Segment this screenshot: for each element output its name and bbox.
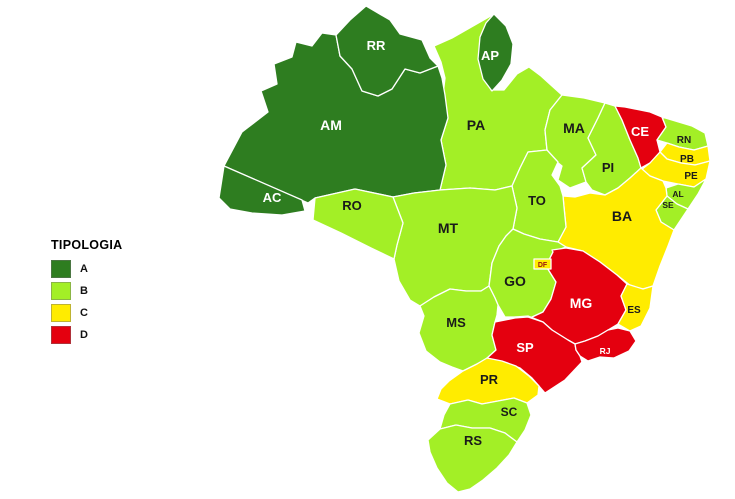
state-label-SE: SE — [662, 200, 674, 210]
legend-row-a: A — [51, 260, 122, 278]
state-label-BA: BA — [612, 208, 632, 224]
state-label-MS: MS — [446, 315, 466, 330]
state-AC[interactable] — [218, 165, 306, 216]
state-label-RS: RS — [464, 433, 482, 448]
state-label-PB: PB — [680, 154, 694, 165]
state-label-ES: ES — [627, 305, 641, 316]
state-label-DF: DF — [538, 262, 548, 269]
state-label-GO: GO — [504, 273, 526, 289]
state-RJ[interactable] — [574, 327, 637, 362]
state-label-AM: AM — [320, 117, 342, 133]
state-RS[interactable] — [427, 424, 518, 493]
state-label-PA: PA — [467, 117, 485, 133]
legend-label-b: B — [80, 285, 88, 297]
legend: TIPOLOGIA A B C D — [51, 238, 122, 348]
state-label-AP: AP — [481, 48, 499, 63]
state-label-SC: SC — [501, 405, 518, 419]
state-label-RO: RO — [342, 198, 362, 213]
legend-swatch-a — [51, 260, 71, 278]
state-label-RJ: RJ — [600, 346, 611, 356]
state-label-RN: RN — [677, 135, 691, 146]
state-shapes — [218, 5, 711, 493]
legend-label-d: D — [80, 329, 88, 341]
legend-swatch-d — [51, 326, 71, 344]
state-RO[interactable] — [312, 188, 404, 260]
state-DF[interactable] — [533, 258, 552, 270]
legend-label-a: A — [80, 263, 88, 275]
state-label-PE: PE — [684, 171, 698, 182]
state-label-AC: AC — [263, 190, 282, 205]
legend-row-c: C — [51, 304, 122, 322]
legend-title: TIPOLOGIA — [51, 238, 123, 252]
state-label-CE: CE — [631, 124, 649, 139]
state-label-SP: SP — [516, 340, 534, 355]
state-label-TO: TO — [528, 193, 546, 208]
state-label-PI: PI — [602, 160, 614, 175]
state-label-MA: MA — [563, 120, 585, 136]
state-label-MT: MT — [438, 220, 459, 236]
legend-row-b: B — [51, 282, 122, 300]
state-RR[interactable] — [335, 5, 439, 97]
legend-swatch-c — [51, 304, 71, 322]
legend-swatch-b — [51, 282, 71, 300]
state-ES[interactable] — [617, 283, 654, 332]
state-labels: RR AP AM AC RO PA MA PI CE RN PB PE AL S… — [263, 38, 698, 448]
state-label-AL: AL — [672, 189, 683, 199]
state-label-PR: PR — [480, 372, 499, 387]
state-label-RR: RR — [367, 38, 386, 53]
state-AP[interactable] — [477, 13, 514, 92]
legend-row-d: D — [51, 326, 122, 344]
state-label-MG: MG — [570, 295, 593, 311]
legend-label-c: C — [80, 307, 88, 319]
